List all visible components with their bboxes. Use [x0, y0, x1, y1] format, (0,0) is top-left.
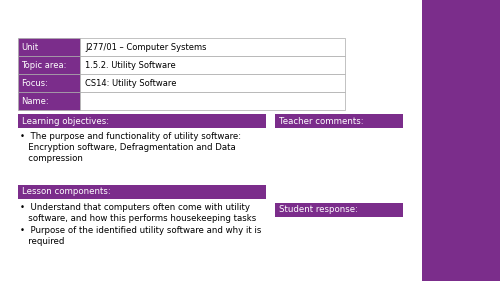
Text: J277/01 – Computer Systems: J277/01 – Computer Systems: [85, 42, 206, 51]
Text: •  Understand that computers often come with utility: • Understand that computers often come w…: [20, 203, 250, 212]
Text: •  Purpose of the identified utility software and why it is: • Purpose of the identified utility soft…: [20, 226, 262, 235]
Bar: [80, 92, 345, 110]
Bar: [18, 38, 80, 56]
Bar: [18, 92, 80, 110]
Bar: [18, 74, 80, 92]
Bar: [18, 185, 266, 199]
Text: Focus:: Focus:: [21, 78, 48, 87]
Text: Learning objectives:: Learning objectives:: [22, 117, 109, 126]
Bar: [18, 56, 80, 74]
Bar: [18, 114, 266, 128]
Text: Unit: Unit: [21, 42, 38, 51]
Text: required: required: [20, 237, 64, 246]
Text: Topic area:: Topic area:: [21, 60, 66, 69]
Text: •  The purpose and functionality of utility software:: • The purpose and functionality of utili…: [20, 132, 241, 141]
Text: Student response:: Student response:: [279, 205, 358, 214]
Bar: [422, 0, 500, 281]
Text: software, and how this performs housekeeping tasks: software, and how this performs housekee…: [20, 214, 256, 223]
Bar: [80, 56, 345, 74]
Text: Lesson components:: Lesson components:: [22, 187, 111, 196]
Text: Encryption software, Defragmentation and Data: Encryption software, Defragmentation and…: [20, 143, 236, 152]
Text: Name:: Name:: [21, 96, 48, 105]
Text: compression: compression: [20, 154, 83, 163]
Text: CS14: Utility Software: CS14: Utility Software: [85, 78, 176, 87]
Bar: [80, 38, 345, 56]
Text: Teacher comments:: Teacher comments:: [279, 117, 363, 126]
Bar: [80, 74, 345, 92]
Bar: [275, 114, 403, 128]
Text: 1.5.2. Utility Software: 1.5.2. Utility Software: [85, 60, 176, 69]
Bar: [275, 203, 403, 217]
